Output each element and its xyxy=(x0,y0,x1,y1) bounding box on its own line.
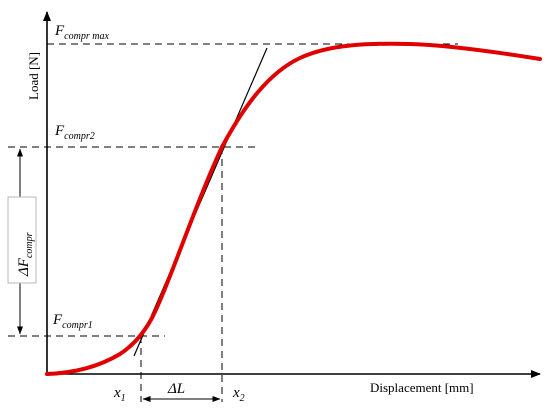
y-axis-label: Load [N] xyxy=(26,52,41,100)
f1-label: Fcompr1 xyxy=(52,312,93,331)
reference-lines xyxy=(8,43,458,402)
delta-l-label: ΔL xyxy=(167,381,185,397)
delta-f-label-box xyxy=(7,196,37,284)
f2-label: Fcompr2 xyxy=(54,123,95,142)
x-axis-label: Displacement [mm] xyxy=(370,380,474,395)
load-curve xyxy=(45,41,542,376)
x1-label: x1 xyxy=(113,385,126,404)
delta-f-label: ΔFcompr xyxy=(16,232,35,277)
f-max-label: Fcompr max xyxy=(54,23,109,42)
x2-label: x2 xyxy=(232,385,245,404)
